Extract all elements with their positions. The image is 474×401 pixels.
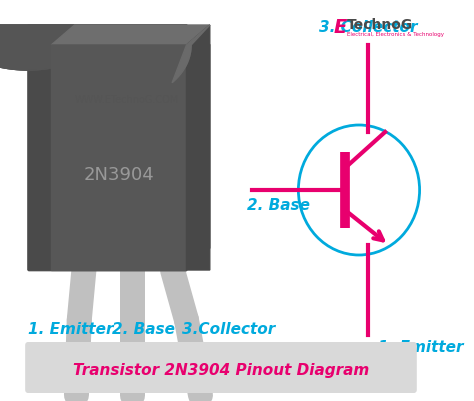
FancyBboxPatch shape [25,342,417,393]
Polygon shape [28,25,186,270]
Polygon shape [28,25,186,270]
Text: 1. Emitter: 1. Emitter [28,322,113,338]
Polygon shape [51,45,186,270]
Polygon shape [0,25,186,70]
Text: 1. Emitter: 1. Emitter [378,340,463,355]
Text: 2. Base: 2. Base [112,322,175,338]
Text: WWW.ETechnoG.COM: WWW.ETechnoG.COM [74,95,179,105]
Polygon shape [28,25,51,270]
Text: 3. Collector: 3. Collector [319,20,418,35]
Polygon shape [28,25,210,45]
Polygon shape [51,45,191,100]
Text: 2N3904: 2N3904 [84,166,155,184]
Polygon shape [172,25,210,83]
Polygon shape [186,25,210,270]
Text: NPN Transistor: NPN Transistor [332,363,404,373]
Polygon shape [0,25,186,70]
Text: 2. Base: 2. Base [247,198,310,213]
Polygon shape [107,25,210,45]
Polygon shape [51,25,210,45]
Text: Transistor 2N3904 Pinout Diagram: Transistor 2N3904 Pinout Diagram [73,363,369,377]
Polygon shape [186,25,210,270]
Text: Electrical, Electronics & Technology: Electrical, Electronics & Technology [347,32,444,37]
Text: 3.Collector: 3.Collector [182,322,275,338]
Polygon shape [0,25,186,70]
Text: TechnoG: TechnoG [347,18,413,32]
Text: E: E [334,18,347,37]
